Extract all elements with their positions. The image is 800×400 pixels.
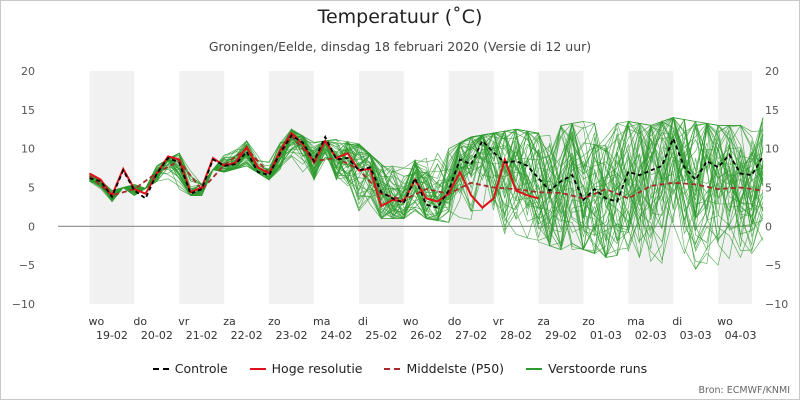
y-tick-label-right: 15 xyxy=(765,104,779,117)
x-tick-date: 29-02 xyxy=(545,329,577,342)
y-tick-label-left: 15 xyxy=(21,104,35,117)
x-tick-date: 01-03 xyxy=(590,329,622,342)
ensemble-run-line xyxy=(89,128,764,253)
chart-subtitle: Groningen/Eelde, dinsdag 18 februari 202… xyxy=(208,39,592,54)
legend-label: Middelste (P50) xyxy=(406,361,505,376)
p50-series-line xyxy=(88,134,764,201)
y-tick-label-right: 5 xyxy=(765,182,772,195)
y-tick-label-left: −10 xyxy=(12,298,35,311)
x-tick-weekday: ma xyxy=(627,315,644,328)
x-tick-date: 28-02 xyxy=(500,329,532,342)
y-tick-label-right: 20 xyxy=(765,65,779,78)
x-tick-date: 23-02 xyxy=(276,329,308,342)
x-tick-weekday: za xyxy=(538,315,551,328)
x-tick-date: 22-02 xyxy=(231,329,263,342)
x-tick-weekday: di xyxy=(358,315,368,328)
x-tick-date: 20-02 xyxy=(141,329,173,342)
ensemble-run-line xyxy=(89,121,764,220)
x-tick-date: 26-02 xyxy=(410,329,442,342)
legend-item-hres: Hoge resolutie xyxy=(249,361,363,376)
y-tick-label-left: 10 xyxy=(21,143,35,156)
x-tick-date: 24-02 xyxy=(320,329,352,342)
y-tick-label-left: 0 xyxy=(28,220,35,233)
x-tick-date: 21-02 xyxy=(186,329,218,342)
legend-label: Hoge resolutie xyxy=(271,361,363,376)
x-tick-date: 19-02 xyxy=(96,329,128,342)
chart-legend: Controle Hoge resolutie Middelste (P50) Ver… xyxy=(0,361,800,376)
x-tick-weekday: vr xyxy=(493,315,505,328)
x-tick-weekday: zo xyxy=(268,315,281,328)
x-tick-weekday: do xyxy=(133,315,147,328)
y-tick-label-left: 20 xyxy=(21,65,35,78)
y-tick-label-right: 10 xyxy=(765,143,779,156)
ensemble-run-line xyxy=(89,117,764,241)
x-tick-date: 02-03 xyxy=(635,329,667,342)
chart-title: Temperatuur (˚C) xyxy=(317,6,483,28)
x-tick-weekday: za xyxy=(223,315,236,328)
x-tick-date: 25-02 xyxy=(365,329,397,342)
y-tick-label-left: 5 xyxy=(28,182,35,195)
y-tick-label-right: 0 xyxy=(765,220,772,233)
x-tick-weekday: vr xyxy=(178,315,190,328)
legend-item-p50: Middelste (P50) xyxy=(384,361,504,376)
x-tick-weekday: ma xyxy=(313,315,330,328)
x-tick-date: 03-03 xyxy=(680,329,712,342)
legend-label: Verstoorde runs xyxy=(548,361,648,376)
legend-label: Controle xyxy=(174,361,228,376)
x-tick-weekday: wo xyxy=(89,315,105,328)
legend-item-controle: Controle xyxy=(152,361,228,376)
legend-swatch xyxy=(152,367,169,370)
day-band xyxy=(269,71,314,304)
x-tick-weekday: wo xyxy=(403,315,419,328)
x-tick-weekday: do xyxy=(448,315,462,328)
y-tick-label-right: −5 xyxy=(765,259,781,272)
x-tick-date: 27-02 xyxy=(455,329,487,342)
legend-swatch xyxy=(249,367,266,370)
x-tick-date: 04-03 xyxy=(725,329,757,342)
ensemble-run-line xyxy=(89,122,764,230)
legend-swatch xyxy=(384,367,401,370)
y-tick-label-right: −10 xyxy=(765,298,788,311)
legend-item-ens: Verstoorde runs xyxy=(526,361,647,376)
legend-swatch xyxy=(526,367,543,370)
x-tick-weekday: di xyxy=(672,315,682,328)
y-tick-label-left: −5 xyxy=(19,259,35,272)
x-tick-weekday: zo xyxy=(582,315,595,328)
x-tick-weekday: wo xyxy=(717,315,733,328)
ensemble-run-line xyxy=(89,130,764,237)
source-credit: Bron: ECMWF/KNMI xyxy=(698,385,791,396)
